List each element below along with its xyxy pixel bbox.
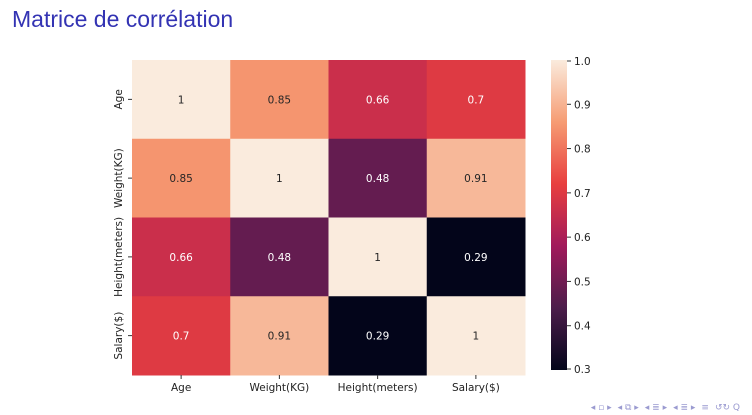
cell-label: 1 — [473, 331, 480, 343]
cell-label: 1 — [276, 173, 283, 185]
y-tick-label: Age — [113, 89, 125, 109]
cell-label: 0.85 — [268, 94, 291, 106]
y-tick-label: Height(meters) — [113, 217, 125, 297]
y-tick-label: Salary($) — [113, 312, 125, 360]
colorbar-tick-label: 0.3 — [574, 364, 591, 376]
nav-left-icon[interactable]: ◂ ▫ ▸ — [590, 403, 612, 413]
colorbar-tick-label: 0.4 — [574, 321, 591, 333]
nav-frame-icon[interactable]: ◂ ⧉ ▸ — [617, 403, 639, 413]
cell-label: 0.66 — [366, 94, 390, 106]
x-tick-label: Weight(KG) — [249, 382, 309, 394]
colorbar-tick-label: 1.0 — [574, 56, 591, 68]
colorbar-tick-label: 0.9 — [574, 99, 591, 111]
nav-align-icon[interactable]: ≡ — [701, 403, 709, 413]
x-tick-label: Height(meters) — [338, 382, 418, 394]
nav-subsection-icon[interactable]: ◂ ≣ ▸ — [673, 403, 696, 413]
cell-label: 0.91 — [464, 173, 487, 185]
cell-label: 0.85 — [169, 173, 192, 185]
heatmap-cell — [230, 60, 329, 140]
cell-label: 0.48 — [366, 173, 389, 185]
heatmap-cell — [328, 217, 428, 297]
heatmap-cell — [426, 217, 526, 297]
page-title: Matrice de corrélation — [12, 6, 234, 32]
colorbar — [551, 60, 567, 370]
colorbar-tick-label: 0.7 — [574, 188, 591, 200]
heatmap-cell — [328, 138, 428, 218]
heatmap-cell — [328, 296, 428, 376]
beamer-navigation-bar: ◂ ▫ ▸ ◂ ⧉ ▸ ◂ ≣ ▸ ◂ ≣ ▸ ≡ ↺↻ Q — [591, 403, 740, 413]
heatmap-cell — [132, 138, 231, 218]
heatmap-cell — [132, 296, 231, 376]
cell-label: 0.48 — [268, 252, 291, 264]
cell-label: 0.91 — [268, 331, 291, 343]
cell-label: 1 — [374, 252, 381, 264]
cell-label: 1 — [178, 94, 185, 106]
colorbar-tick-label: 0.5 — [574, 276, 591, 288]
colorbar-tick-label: 0.6 — [574, 232, 591, 244]
heatmap-cell — [132, 217, 231, 297]
cell-label: 0.7 — [468, 94, 485, 106]
cell-label: 0.7 — [173, 331, 190, 343]
nav-section-icon[interactable]: ◂ ≣ ▸ — [644, 403, 668, 413]
colorbar-tick-label: 0.8 — [574, 144, 591, 156]
heatmap-cell — [132, 60, 231, 140]
x-tick-label: Salary($) — [452, 382, 500, 394]
y-tick-label: Weight(KG) — [113, 148, 125, 208]
heatmap-cell — [230, 217, 329, 297]
heatmap-cell — [328, 60, 428, 140]
nav-search-icon[interactable]: ↺↻ Q — [714, 403, 740, 413]
cell-label: 0.29 — [464, 252, 487, 264]
x-tick-label: Age — [171, 382, 191, 394]
heatmap-cell — [230, 296, 329, 376]
heatmap-cell — [426, 60, 526, 140]
cell-label: 0.66 — [169, 252, 193, 264]
cell-label: 0.29 — [366, 331, 389, 343]
heatmap-cell — [426, 138, 526, 218]
heatmap-cell — [426, 296, 526, 376]
heatmap-cell — [230, 138, 329, 218]
